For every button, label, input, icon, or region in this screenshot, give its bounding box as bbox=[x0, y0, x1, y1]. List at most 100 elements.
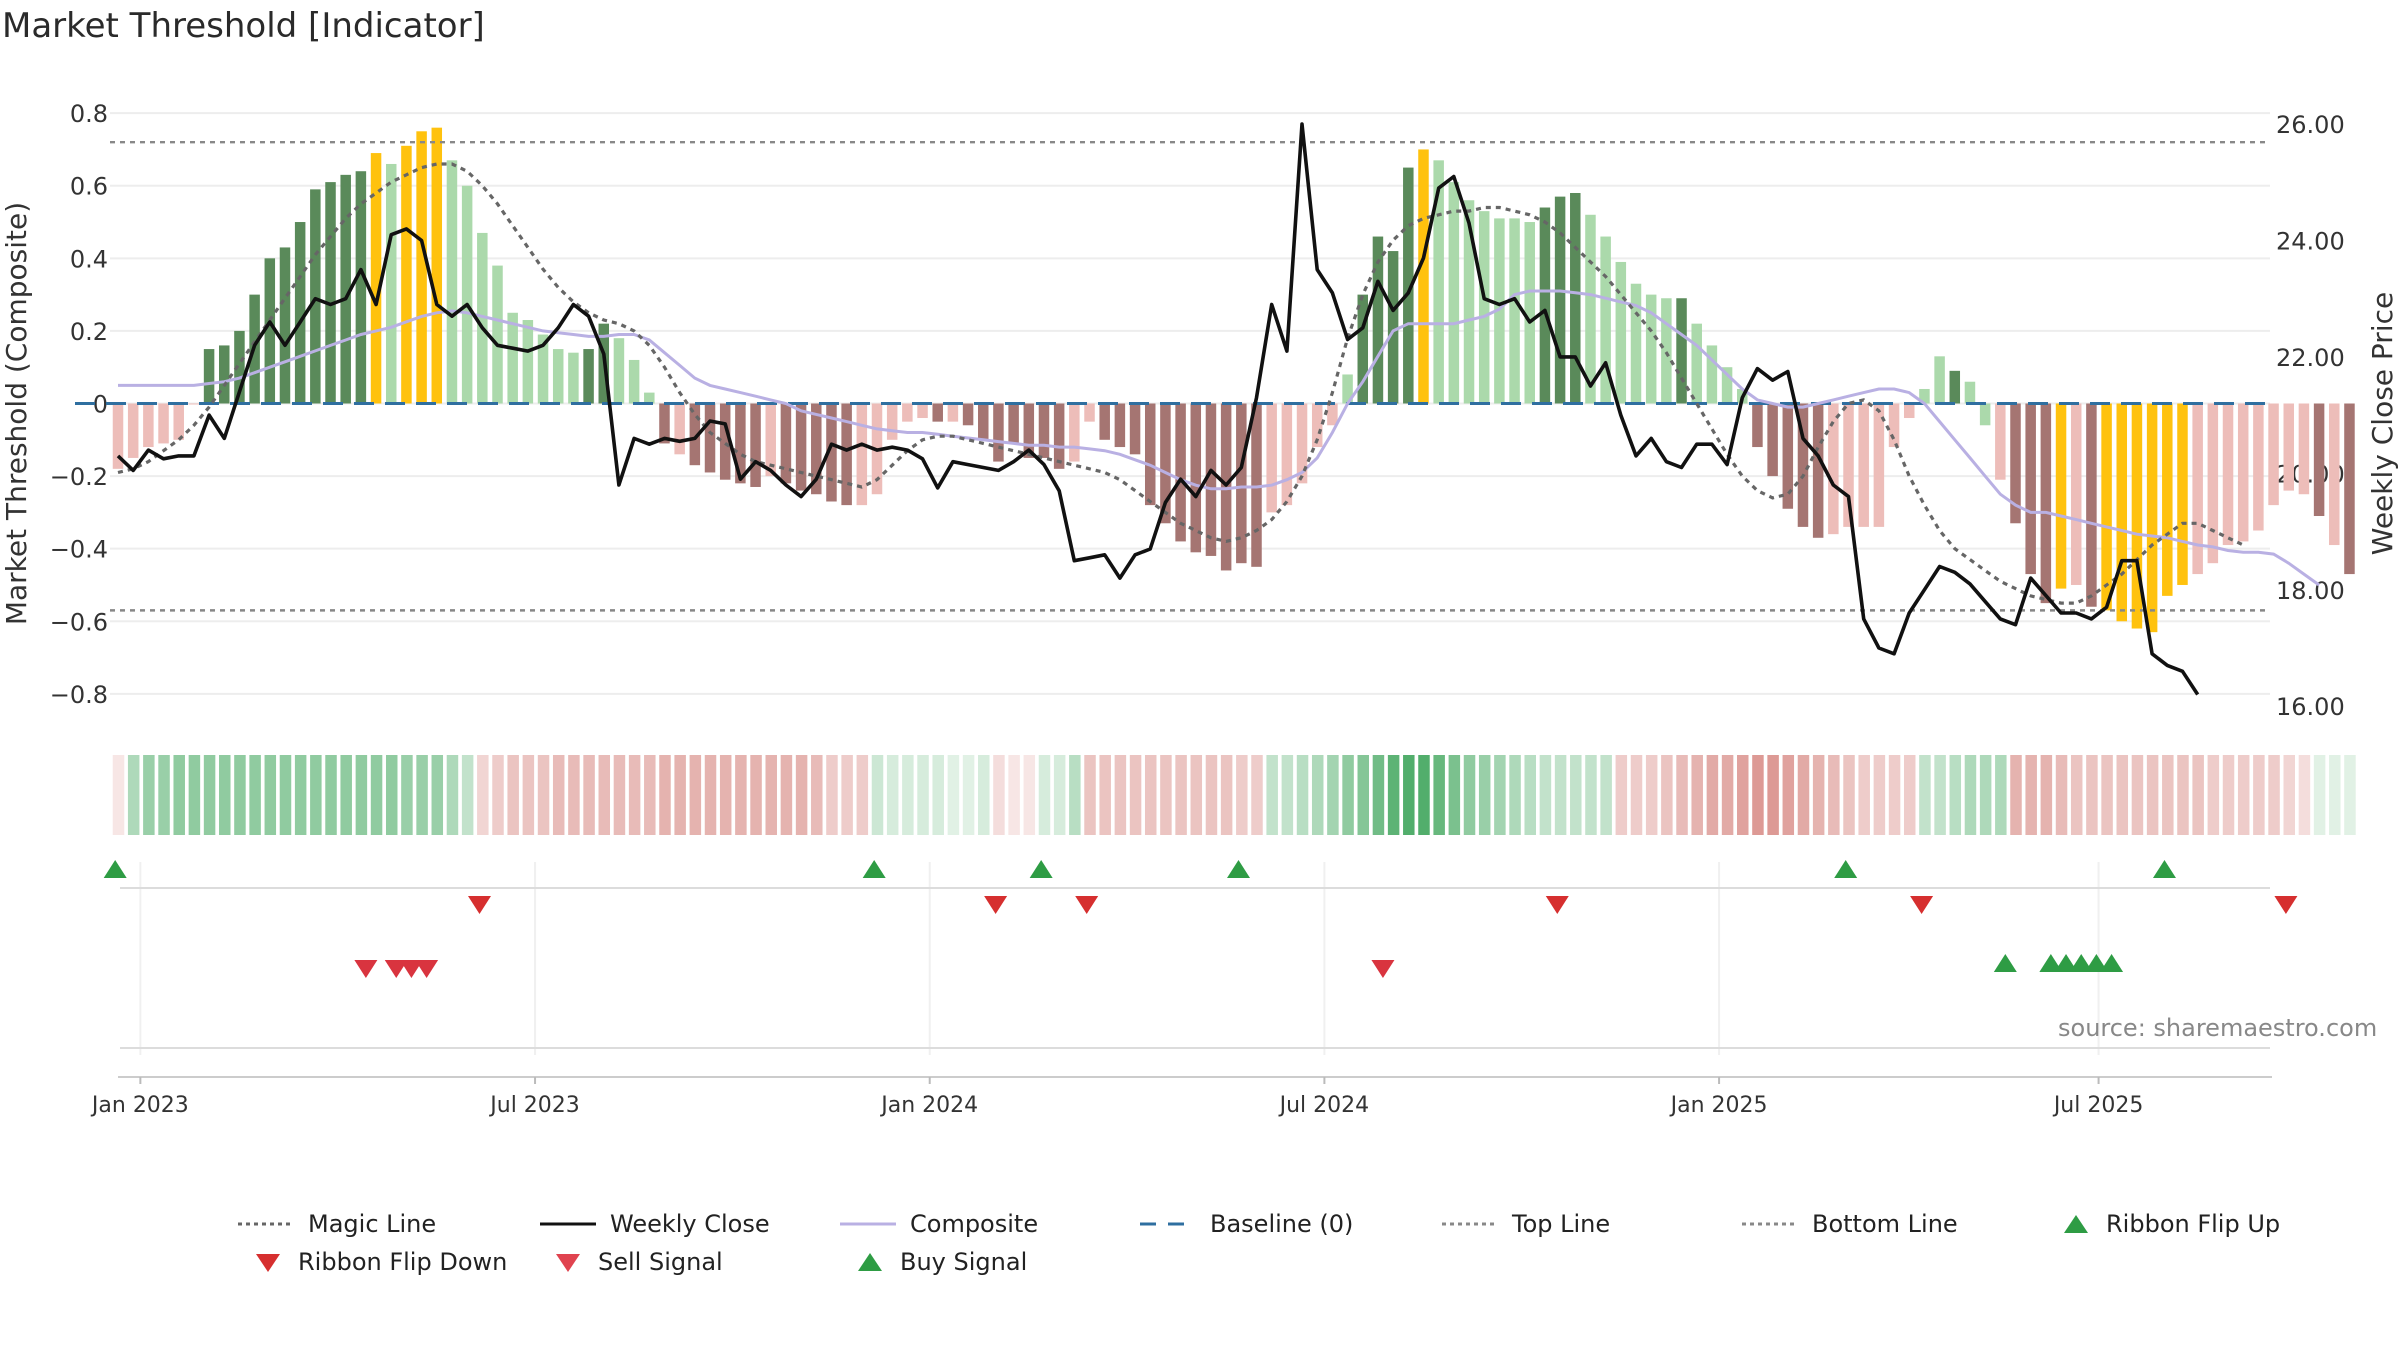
composite-bar bbox=[993, 403, 1004, 462]
composite-bar bbox=[537, 334, 549, 404]
composite-bar bbox=[1311, 403, 1323, 448]
ribbon-cell bbox=[1418, 755, 1430, 835]
composite-bar bbox=[1342, 374, 1353, 404]
ribbon-cell bbox=[1296, 755, 1309, 835]
composite-bar bbox=[1752, 403, 1763, 448]
ribbon-cell bbox=[780, 755, 793, 835]
ribbon-cell bbox=[583, 755, 595, 835]
composite-bar bbox=[628, 359, 640, 404]
composite-bar bbox=[1903, 403, 1915, 419]
composite-bar bbox=[188, 403, 200, 405]
legend-item: Ribbon Flip Down bbox=[250, 1248, 507, 1276]
ribbon-cell bbox=[431, 755, 444, 835]
composite-bar bbox=[2025, 403, 2036, 575]
legend-item: Sell Signal bbox=[550, 1248, 723, 1276]
ribbon-cell bbox=[2162, 755, 2174, 835]
legend-label: Ribbon Flip Up bbox=[2106, 1210, 2281, 1238]
ribbon-cell bbox=[492, 755, 504, 835]
composite-bar bbox=[1509, 218, 1520, 404]
composite-bar bbox=[2131, 403, 2143, 629]
ribbon-cell bbox=[1615, 755, 1628, 835]
ribbon-cell bbox=[1236, 755, 1248, 835]
ribbon-cell bbox=[871, 755, 884, 835]
composite-bar bbox=[1767, 403, 1778, 477]
composite-bar bbox=[2101, 403, 2112, 611]
ribbon-flip-down-marker bbox=[1910, 896, 1934, 914]
ribbon-cell bbox=[2070, 755, 2083, 835]
composite-bar bbox=[1539, 207, 1551, 404]
ribbon-cell bbox=[1539, 755, 1552, 835]
legend-item: Baseline (0) bbox=[1138, 1210, 1353, 1238]
ribbon-cell bbox=[2313, 755, 2326, 835]
ribbon-flip-down-marker bbox=[468, 896, 491, 914]
composite-bar bbox=[310, 189, 321, 404]
composite-bar bbox=[613, 338, 625, 404]
composite-bar bbox=[2344, 403, 2355, 575]
ribbon-cell bbox=[2025, 755, 2037, 835]
ribbon-cell bbox=[947, 755, 960, 835]
composite-bar bbox=[644, 392, 655, 404]
buy-signal-marker bbox=[2084, 954, 2108, 972]
ribbon-cell bbox=[370, 755, 383, 835]
ribbon-cell bbox=[1979, 755, 1992, 835]
composite-bar bbox=[1069, 403, 1080, 462]
composite-bar bbox=[674, 403, 685, 455]
y-tick-label: 0 bbox=[93, 391, 108, 419]
ribbon-cell bbox=[1053, 755, 1066, 835]
ribbon-cell bbox=[795, 755, 808, 835]
composite-bar bbox=[385, 163, 397, 404]
ribbon-cell bbox=[1737, 755, 1749, 835]
ribbon-flip-down-marker bbox=[2274, 896, 2298, 914]
ribbon-cell bbox=[219, 755, 231, 835]
composite-bar bbox=[1327, 403, 1338, 426]
ribbon-cell bbox=[2131, 755, 2144, 835]
magic-line bbox=[117, 162, 2244, 605]
ribbon-cell bbox=[2086, 755, 2098, 835]
ribbon-cell bbox=[856, 755, 869, 835]
composite-bar bbox=[978, 403, 989, 440]
ribbon-cell bbox=[1630, 755, 1643, 835]
composite-bar bbox=[811, 403, 822, 495]
ribbon-cell bbox=[1767, 755, 1779, 835]
composite-bar bbox=[1585, 214, 1596, 404]
ribbon-cell bbox=[1964, 755, 1977, 835]
ribbon-cell bbox=[1554, 755, 1567, 835]
ribbon-cell bbox=[1494, 755, 1506, 835]
composite-bar bbox=[765, 403, 776, 477]
composite-bar bbox=[1175, 403, 1186, 542]
legend-swatch bbox=[556, 1254, 580, 1272]
legend-label: Bottom Line bbox=[1812, 1210, 1958, 1238]
legend-label: Ribbon Flip Down bbox=[298, 1248, 508, 1276]
ribbon-cell bbox=[1721, 755, 1734, 835]
sell-signal-marker bbox=[1371, 960, 1395, 978]
ribbon-cell bbox=[1691, 755, 1703, 835]
composite-bar bbox=[1964, 381, 1976, 404]
composite-bar bbox=[279, 247, 291, 404]
weekly-close-line bbox=[116, 122, 2200, 696]
composite-bar bbox=[127, 403, 139, 458]
composite-bar bbox=[325, 182, 336, 404]
ribbon-cell bbox=[401, 755, 413, 835]
ribbon-cell bbox=[1934, 755, 1946, 835]
ribbon-cell bbox=[537, 755, 550, 835]
composite-bar bbox=[340, 174, 351, 404]
ribbon-cell bbox=[993, 755, 1005, 835]
legend-label: Weekly Close bbox=[610, 1210, 770, 1238]
ribbon-cell bbox=[2010, 755, 2022, 835]
legend-label: Composite bbox=[910, 1210, 1039, 1238]
composite-bar bbox=[1645, 294, 1657, 404]
composite-bar bbox=[1129, 403, 1141, 455]
composite-bar bbox=[947, 403, 959, 422]
ribbon-cell bbox=[628, 755, 641, 835]
legend-swatch bbox=[540, 1222, 596, 1226]
y-axis-label-right: Weekly Close Price bbox=[2366, 292, 2399, 555]
composite-bar bbox=[1570, 192, 1581, 404]
ribbon-cell bbox=[249, 755, 261, 835]
ribbon-cell bbox=[644, 755, 656, 835]
ribbon-cell bbox=[917, 755, 929, 835]
legend-item: Magic Line bbox=[236, 1210, 436, 1238]
ribbon-cell bbox=[294, 755, 307, 835]
x-tick-label: Jan 2025 bbox=[1669, 1093, 1768, 1118]
composite-bar bbox=[1099, 403, 1110, 440]
composite-bar bbox=[264, 258, 276, 404]
